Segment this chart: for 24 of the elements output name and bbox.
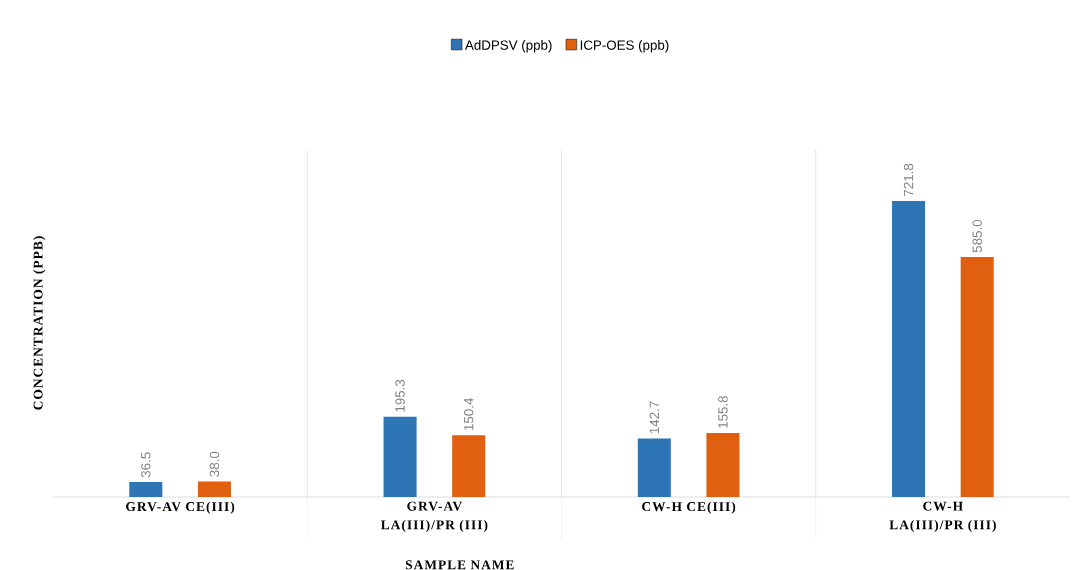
data-label: 150.4 xyxy=(463,398,474,430)
bar xyxy=(637,438,671,497)
data-label: 195.3 xyxy=(395,379,405,412)
data-label: 36.5 xyxy=(141,452,151,478)
x-tick-label: CW-H CE(III) xyxy=(642,501,736,514)
data-label: 142.7 xyxy=(649,401,659,434)
bar xyxy=(197,481,231,497)
bar xyxy=(960,257,994,497)
bar xyxy=(383,416,417,497)
data-label: 155.8 xyxy=(718,396,728,428)
x-tick-label: GRV-AV CE(III) xyxy=(126,501,235,514)
data-label: 721.8 xyxy=(903,163,914,196)
y-axis-title: CONCENTRATION (PPB) xyxy=(33,236,46,410)
bar xyxy=(892,200,926,497)
data-label: 585.0 xyxy=(972,219,982,253)
bar xyxy=(706,433,740,497)
bar xyxy=(129,482,163,497)
bar xyxy=(452,435,486,497)
x-axis-title: SAMPLE NAME xyxy=(405,560,514,570)
x-tick-label: GRV-AV LA(III)/PR (III) xyxy=(381,501,488,533)
legend-label: ICP-OES (ppb) xyxy=(580,40,669,53)
data-label: 38.0 xyxy=(209,451,220,477)
legend-label: AdDPSV (ppb) xyxy=(464,40,552,53)
x-tick-label: CW-H LA(III)/PR (III) xyxy=(889,501,996,533)
